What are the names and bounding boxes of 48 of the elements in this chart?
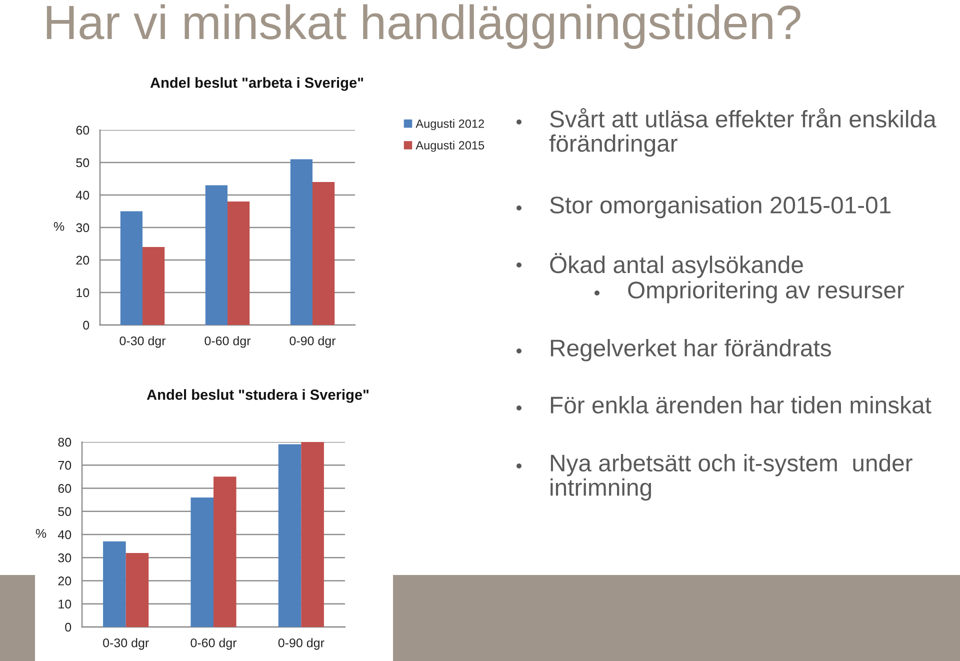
bar — [120, 211, 142, 325]
legend-label: Augusti 2012 — [416, 119, 484, 130]
bar — [205, 185, 228, 325]
bar — [103, 541, 126, 627]
y-tick-label: 10 — [58, 600, 72, 609]
y-axis-title: % — [36, 529, 46, 538]
y-tick-label: 30 — [58, 553, 72, 562]
y-tick-label: 20 — [58, 576, 72, 586]
x-tick-label: 0-90 dgr — [290, 336, 336, 348]
y-tick-label: 40 — [58, 530, 72, 540]
chart-title: Andel beslut "arbeta i Sverige" — [150, 77, 364, 91]
x-tick-label: 0-60 dgr — [204, 336, 251, 348]
y-tick-label: 60 — [58, 484, 72, 493]
y-tick-label: 20 — [76, 256, 90, 265]
bar — [312, 182, 335, 325]
x-tick-label: 0-60 dgr — [190, 638, 237, 650]
text: Svårt att utläsa effekter från enskilda förändringar — [549, 108, 936, 157]
y-tick-label: 10 — [76, 288, 90, 298]
y-tick-label: 40 — [76, 190, 90, 200]
y-tick-label: 0 — [83, 320, 90, 330]
bar — [290, 159, 312, 325]
text: Nya arbetsätt och it-system under intrimning — [550, 454, 912, 501]
text: Regelverket har förändrats — [550, 339, 831, 362]
text: För enkla ärenden har tiden minskat — [550, 396, 932, 414]
y-tick-label: 0 — [65, 622, 72, 632]
y-tick-label: 30 — [76, 223, 90, 232]
bar — [190, 498, 214, 627]
text: Omprioritering av resurser — [628, 281, 904, 304]
text: Stor omorganisation 2015-01-01 — [550, 196, 890, 218]
y-tick-label: 50 — [58, 507, 72, 516]
bar — [301, 442, 324, 627]
chart-title: Andel beslut "studera i Sverige" — [146, 389, 369, 403]
bar — [142, 247, 165, 325]
y-tick-label: 50 — [76, 158, 90, 168]
x-tick-label: 0-30 dgr — [103, 638, 149, 650]
text: Ökad antal asylsökande — [550, 253, 803, 278]
y-tick-label: 80 — [58, 438, 72, 447]
x-tick-label: 0-90 dgr — [278, 638, 324, 650]
y-axis-title: % — [54, 222, 64, 231]
bar — [228, 202, 250, 325]
legend-label: Augusti 2015 — [416, 140, 484, 152]
bar — [278, 444, 302, 627]
text: Har vi minskat handläggningstiden? — [46, 4, 800, 49]
x-tick-label: 0-30 dgr — [120, 336, 166, 348]
bar — [126, 553, 149, 627]
y-tick-label: 70 — [58, 460, 72, 470]
bar — [214, 476, 236, 627]
y-tick-label: 60 — [76, 126, 90, 135]
